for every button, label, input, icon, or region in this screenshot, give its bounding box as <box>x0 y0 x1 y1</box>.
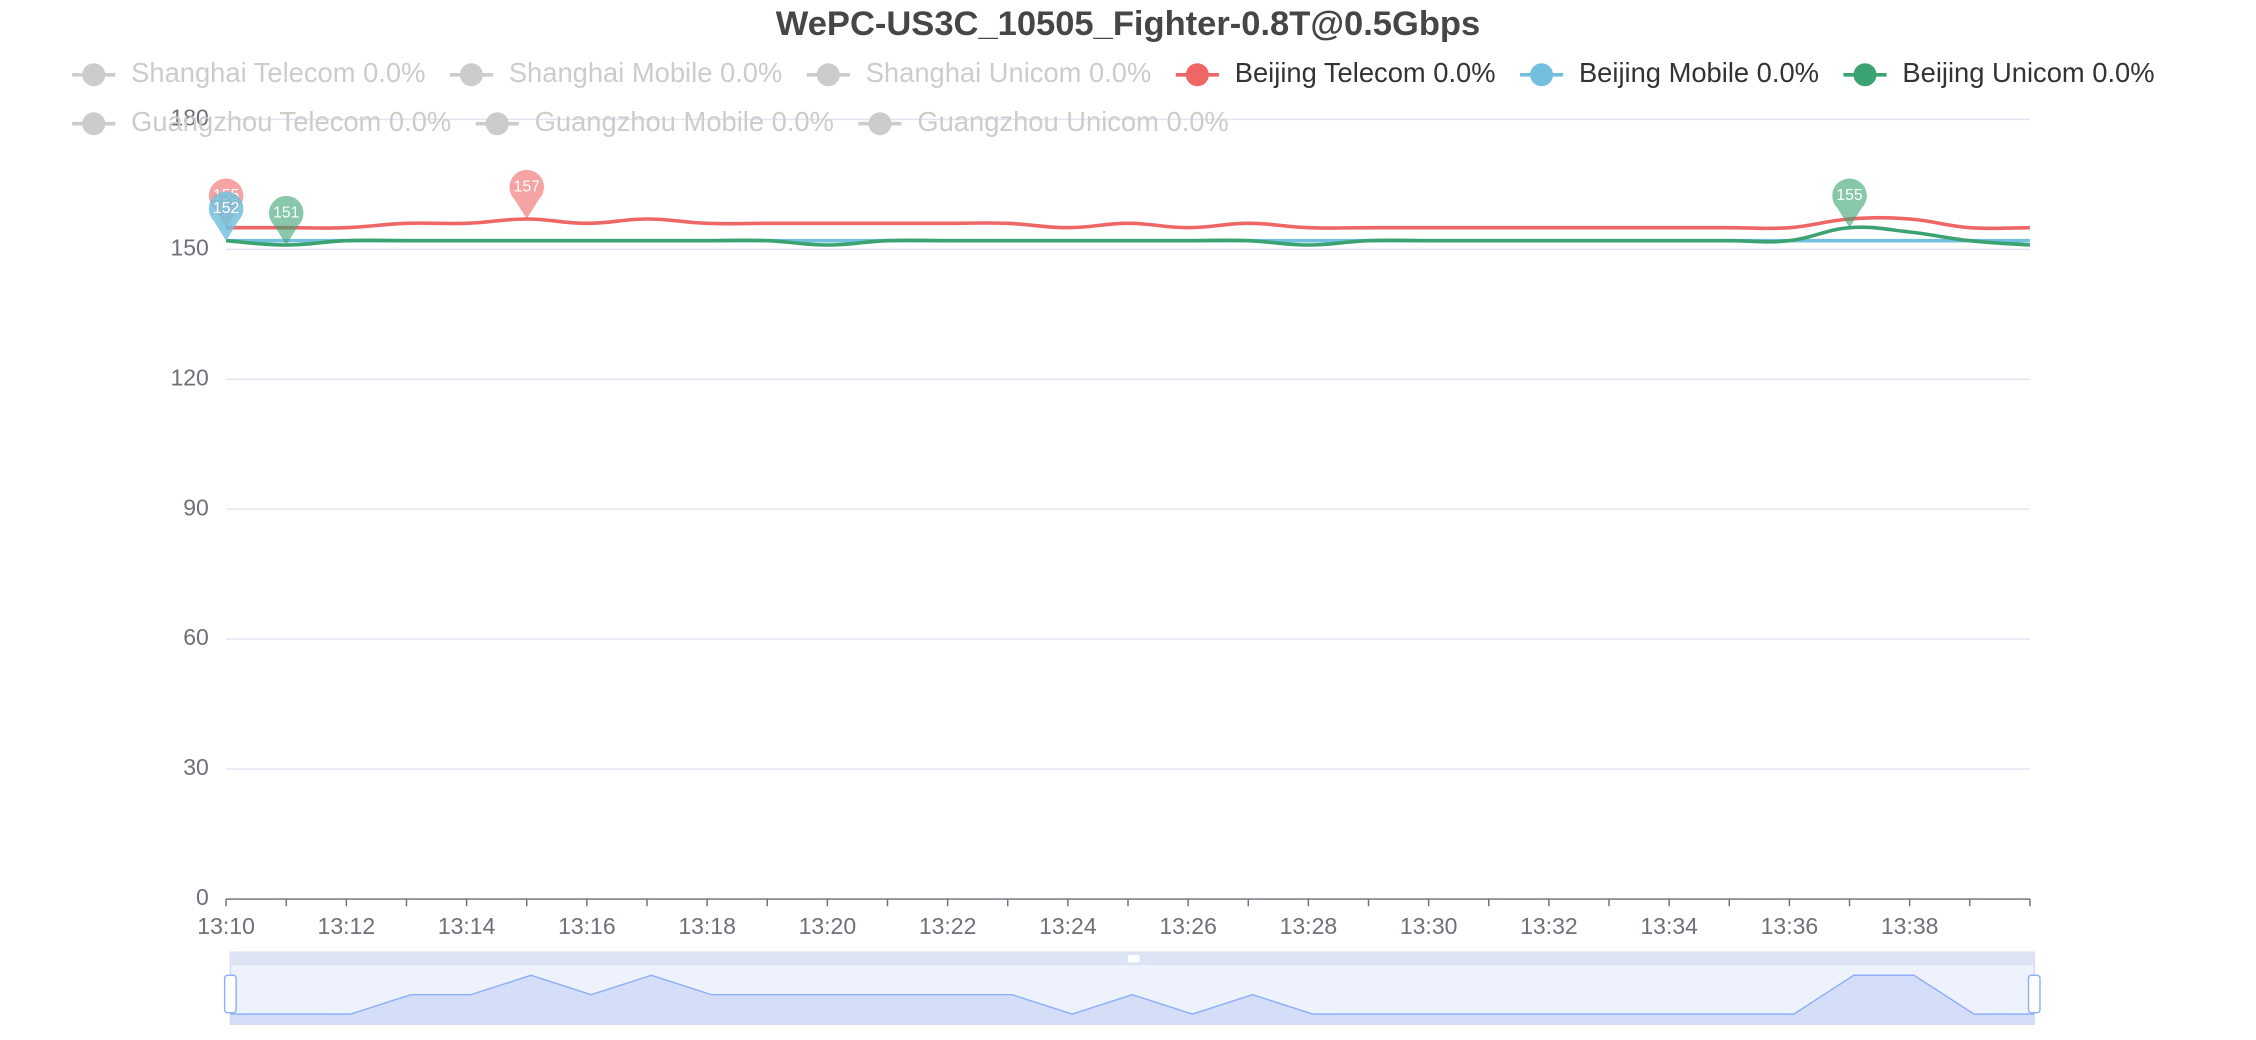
y-tick-label: 120 <box>170 364 208 390</box>
x-tick-label: 13:20 <box>799 913 857 939</box>
y-tick-label: 150 <box>170 234 208 260</box>
x-tick-label: 13:28 <box>1280 913 1338 939</box>
x-tick-label: 13:18 <box>678 913 736 939</box>
x-tick-label: 13:22 <box>919 913 977 939</box>
legend-item[interactable]: Guangzhou Mobile 0.0% <box>475 106 834 137</box>
x-tick-label: 13:16 <box>558 913 616 939</box>
x-tick-label: 13:30 <box>1400 913 1458 939</box>
y-tick-label: 30 <box>183 754 209 780</box>
zoom-preview-line <box>230 974 2035 1015</box>
legend-label: Guangzhou Mobile 0.0% <box>535 106 834 137</box>
legend-item[interactable]: Beijing Telecom 0.0% <box>1175 57 1496 88</box>
pin-label: 152 <box>213 200 239 217</box>
legend-symbol <box>868 112 892 136</box>
legend-symbol <box>459 63 483 87</box>
pin-shape <box>509 169 544 220</box>
legend-label: Shanghai Mobile 0.0% <box>509 57 782 88</box>
x-tick-label: 13:36 <box>1761 913 1819 939</box>
pin-label: 151 <box>273 205 300 222</box>
series-line <box>226 215 2030 231</box>
legend-symbol <box>82 112 106 136</box>
pin-label: 157 <box>514 179 540 196</box>
legend-item[interactable]: Guangzhou Telecom 0.0% <box>72 106 451 137</box>
x-tick-label: 13:12 <box>318 913 376 939</box>
legend-symbol <box>1530 63 1554 87</box>
legend-symbol <box>82 63 106 87</box>
x-tick-label: 13:38 <box>1881 913 1939 939</box>
series-line <box>225 225 2031 247</box>
legend-label: Guangzhou Unicom 0.0% <box>917 106 1228 137</box>
zoom-handle[interactable] <box>2027 974 2041 1014</box>
y-tick-label: 90 <box>183 494 209 520</box>
legend-item[interactable]: Shanghai Mobile 0.0% <box>449 57 782 88</box>
legend-symbol <box>1853 63 1877 87</box>
x-tick-label: 13:14 <box>438 913 496 939</box>
pin-shape <box>208 191 244 241</box>
y-tick-label: 180 <box>170 104 208 130</box>
x-tick-label: 13:24 <box>1039 913 1097 939</box>
legend-symbol <box>485 112 509 136</box>
pin-label: 155 <box>1836 187 1863 204</box>
mark-pin <box>268 195 304 246</box>
pin-shape <box>1832 178 1867 228</box>
legend-label: Guangzhou Telecom 0.0% <box>131 106 451 137</box>
x-tick-label: 13:10 <box>197 913 255 939</box>
mark-pin <box>1832 178 1867 228</box>
legend-item[interactable]: Shanghai Telecom 0.0% <box>72 57 425 88</box>
legend-label: Beijing Telecom 0.0% <box>1235 57 1496 88</box>
x-tick-label: 13:34 <box>1640 913 1698 939</box>
legend-label: Shanghai Telecom 0.0% <box>131 57 425 88</box>
x-tick-label: 13:26 <box>1159 913 1217 939</box>
legend-label: Beijing Unicom 0.0% <box>1902 57 2154 88</box>
legend-label: Beijing Mobile 0.0% <box>1579 57 1819 88</box>
legend-item[interactable]: Beijing Unicom 0.0% <box>1843 57 2155 88</box>
legend-item[interactable]: Guangzhou Unicom 0.0% <box>858 106 1229 137</box>
mark-pin <box>208 191 244 241</box>
y-tick-label: 60 <box>183 624 209 650</box>
x-tick-label: 13:32 <box>1520 913 1578 939</box>
zoom-grip <box>1128 955 1140 963</box>
legend-symbol <box>1185 63 1209 87</box>
zoom-handle[interactable] <box>223 974 237 1014</box>
pin-shape <box>268 195 304 246</box>
chart-title: WePC-US3C_10505_Fighter-0.8T@0.5Gbps <box>776 5 1480 43</box>
legend-label: Shanghai Unicom 0.0% <box>866 57 1152 88</box>
legend-item[interactable]: Beijing Mobile 0.0% <box>1519 57 1819 88</box>
legend-item[interactable]: Shanghai Unicom 0.0% <box>806 57 1152 88</box>
mark-pin <box>509 169 544 220</box>
zoom-preview-area <box>230 975 2035 1025</box>
y-tick-label: 0 <box>196 884 209 910</box>
legend-symbol <box>816 63 840 87</box>
